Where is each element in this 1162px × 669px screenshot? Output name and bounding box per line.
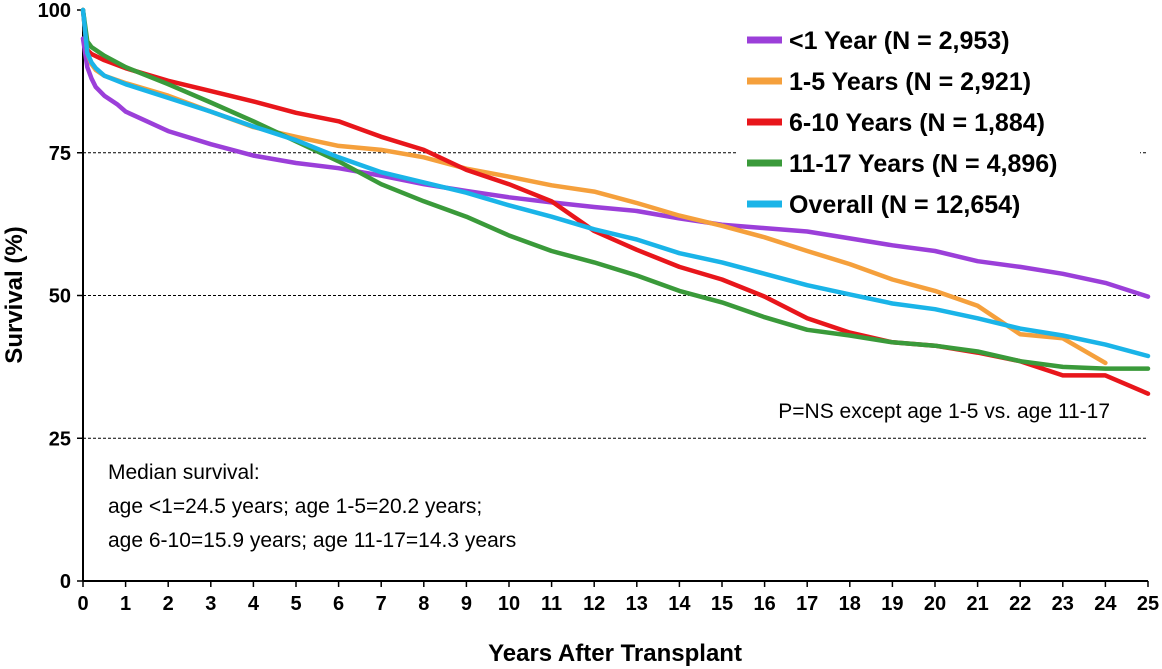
legend-label: 1-5 Years (N = 2,921) [789, 68, 1031, 96]
series-line-0 [80, 36, 1151, 299]
x-tick-label: 6 [333, 593, 344, 615]
series-line-3 [80, 7, 1151, 371]
x-axis-title: Years After Transplant [488, 640, 742, 667]
legend-label: 6-10 Years (N = 1,884) [789, 109, 1045, 137]
legend: <1 Year (N = 2,953) 1-5 Years (N = 2,921)… [738, 18, 1140, 220]
y-ticks: 0 25 50 75 100 [38, 0, 83, 593]
median-line-2: age <1=24.5 years; age 1-5=20.2 years; [108, 495, 482, 518]
y-tick-label: 75 [49, 143, 71, 165]
pvalue-annotation: P=NS except age 1-5 vs. age 11-17 [778, 400, 1110, 423]
x-tick-label: 9 [461, 593, 472, 615]
legend-label: Overall (N = 12,654) [789, 191, 1020, 219]
x-tick-label: 4 [248, 593, 260, 615]
x-tick-label: 21 [966, 593, 988, 615]
x-tick-label: 0 [77, 593, 88, 615]
y-tick-label: 25 [49, 428, 71, 450]
x-tick-label: 1 [120, 593, 131, 615]
legend-label: <1 Year (N = 2,953) [789, 27, 1010, 55]
x-tick-label: 11 [541, 593, 562, 615]
x-tick-label: 13 [626, 593, 648, 615]
x-tick-label: 24 [1094, 593, 1117, 615]
x-tick-label: 15 [711, 593, 733, 615]
x-tick-label: 20 [924, 593, 946, 615]
x-tick-label: 8 [418, 593, 429, 615]
x-tick-label: 17 [796, 593, 818, 615]
x-tick-label: 3 [205, 593, 216, 615]
x-ticks: 0 1 2 3 4 5 6 7 8 9 10 11 12 13 14 15 16 17 18 19 20 21 22 23 24… [77, 581, 1159, 615]
legend-box [738, 18, 1140, 220]
x-tick-label: 10 [498, 593, 520, 615]
x-tick-label: 5 [290, 593, 301, 615]
x-tick-label: 19 [881, 593, 903, 615]
x-tick-label: 18 [839, 593, 861, 615]
legend-label: 11-17 Years (N = 4,896) [789, 150, 1058, 178]
median-survival-annotation: Median survival: age <1=24.5 years; age … [108, 461, 516, 552]
x-tick-label: 16 [753, 593, 775, 615]
series-line-4 [80, 7, 1151, 359]
y-tick-label: 50 [49, 286, 71, 308]
x-tick-label: 2 [163, 593, 174, 615]
y-axis-title: Survival (%) [1, 226, 28, 363]
median-line-1: Median survival: [108, 461, 260, 484]
series-lines [80, 7, 1151, 396]
x-tick-label: 22 [1009, 593, 1031, 615]
x-tick-label: 25 [1137, 593, 1159, 615]
y-tick-label: 100 [38, 0, 71, 22]
x-tick-label: 7 [376, 593, 387, 615]
x-tick-label: 23 [1052, 593, 1074, 615]
x-tick-label: 14 [668, 593, 691, 615]
y-tick-label: 0 [60, 571, 71, 593]
median-line-3: age 6-10=15.9 years; age 11-17=14.3 year… [108, 529, 516, 552]
x-tick-label: 12 [583, 593, 605, 615]
